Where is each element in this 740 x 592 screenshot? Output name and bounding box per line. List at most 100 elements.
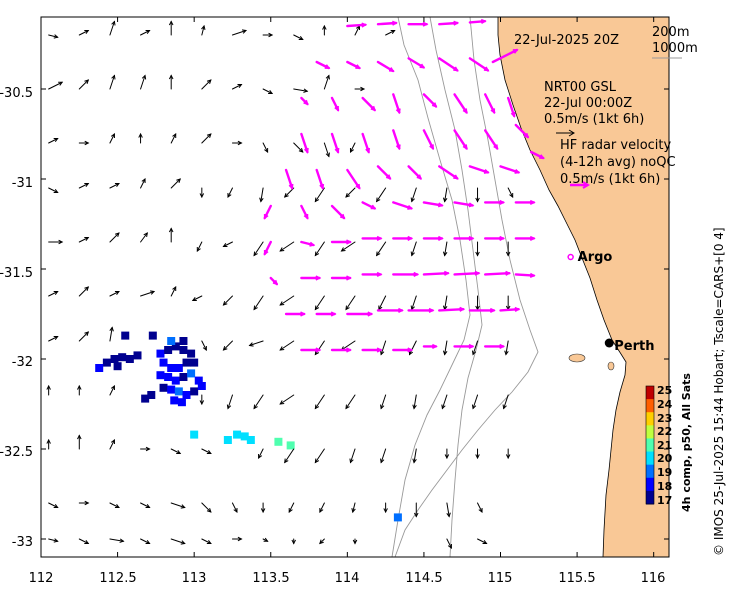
gsl-arrow bbox=[345, 295, 356, 311]
y-tick-label: -31 bbox=[12, 176, 33, 191]
hf-arrow bbox=[483, 270, 512, 276]
gsl-arrow bbox=[170, 178, 181, 189]
gsl-arrow bbox=[442, 340, 448, 356]
gsl-arrow bbox=[380, 448, 387, 464]
gsl-arrow bbox=[109, 133, 115, 144]
hf-arrow bbox=[284, 168, 294, 190]
gsl-arrow bbox=[170, 133, 177, 144]
gsl-arrow bbox=[283, 187, 295, 198]
gsl-arrow bbox=[314, 448, 325, 464]
sst-pixel bbox=[246, 436, 255, 444]
gsl-arrow bbox=[222, 295, 233, 306]
sst-pixel bbox=[182, 358, 191, 367]
gsl-arrow bbox=[253, 241, 264, 257]
colorbar-segment bbox=[646, 386, 654, 400]
gsl-arrow bbox=[109, 290, 120, 297]
x-tick-label: 112.5 bbox=[99, 571, 136, 586]
cbar-tick: 18 bbox=[657, 480, 672, 493]
axis-ticks bbox=[40, 17, 669, 557]
gsl-arrow bbox=[231, 502, 238, 513]
y-tick-label: -30.5 bbox=[0, 86, 33, 101]
hf-arrow bbox=[300, 240, 316, 247]
gsl-arrow bbox=[253, 295, 264, 311]
gsl-arrow bbox=[196, 241, 203, 252]
gsl-arrow bbox=[109, 326, 114, 342]
sst-pixel bbox=[171, 342, 180, 351]
hf-arrow bbox=[300, 96, 309, 106]
gsl-arrow bbox=[383, 502, 388, 514]
gsl-legend-time: 22-Jul 00:00Z bbox=[544, 96, 632, 111]
gsl-arrow bbox=[78, 29, 90, 36]
sst-pixel bbox=[177, 398, 186, 407]
gsl-arrow bbox=[201, 133, 212, 144]
hf-arrow bbox=[483, 93, 496, 115]
contour-shelf-edge bbox=[429, 16, 483, 558]
sst-pixel bbox=[274, 437, 283, 446]
gsl-arrow bbox=[340, 241, 356, 252]
gsl-arrow bbox=[48, 137, 59, 144]
hf-arrow bbox=[453, 235, 475, 241]
gsl-arrow bbox=[414, 502, 419, 518]
gsl-arrow bbox=[140, 290, 156, 297]
y-tick-label: -31.5 bbox=[0, 266, 33, 281]
gsl-arrow bbox=[446, 502, 451, 518]
sst-pixel bbox=[118, 353, 127, 362]
gsl-arrow bbox=[78, 331, 90, 342]
hf-arrow bbox=[284, 311, 306, 317]
gsl-arrow bbox=[138, 132, 143, 144]
sst-pixels bbox=[95, 331, 402, 522]
gsl-arrow bbox=[48, 290, 59, 297]
gsl-arrow bbox=[168, 227, 174, 243]
hf-arrow bbox=[468, 18, 487, 25]
hf-arrow bbox=[438, 57, 459, 72]
gsl-arrow bbox=[293, 34, 304, 41]
hf-arrow bbox=[315, 311, 337, 317]
gsl-arrow bbox=[168, 20, 174, 36]
sst-pixel bbox=[223, 436, 232, 444]
gsl-arrow bbox=[502, 394, 509, 410]
hf-arrow bbox=[422, 235, 444, 241]
cbar-tick: 17 bbox=[657, 494, 672, 507]
sst-pixel bbox=[286, 441, 295, 450]
y-tick-label: -33 bbox=[12, 535, 33, 550]
hf-arrow bbox=[514, 123, 530, 139]
sst-pixel bbox=[182, 391, 191, 399]
argo-float-marker bbox=[567, 253, 574, 261]
hf-arrow bbox=[407, 165, 422, 180]
gsl-arrow bbox=[410, 241, 417, 257]
hf-arrow bbox=[361, 235, 383, 241]
gsl-arrow bbox=[279, 394, 295, 405]
hf-arrow bbox=[468, 307, 496, 313]
gsl-arrow bbox=[314, 241, 325, 257]
gsl-arrow bbox=[279, 340, 295, 351]
cbar-tick: 20 bbox=[657, 452, 673, 465]
sst-pixel bbox=[164, 346, 173, 354]
gsl-arrow bbox=[248, 340, 264, 347]
gsl-arrow bbox=[376, 241, 387, 257]
x-tick-label: 116 bbox=[641, 571, 666, 586]
sst-pixel bbox=[170, 396, 179, 405]
gsl-arrow bbox=[199, 187, 205, 199]
colorbar-segment bbox=[646, 451, 654, 466]
gsl-arrow bbox=[260, 502, 266, 514]
gsl-arrow bbox=[231, 536, 243, 542]
colorbar-segment bbox=[646, 490, 654, 505]
gsl-arrow bbox=[380, 340, 387, 356]
hf-arrow bbox=[468, 165, 490, 174]
cbar-tick: 22 bbox=[657, 425, 672, 438]
x-tick-label: 115.5 bbox=[558, 571, 595, 586]
sst-pixel bbox=[190, 358, 199, 367]
gsl-arrow bbox=[201, 79, 212, 90]
sst-colorbar bbox=[645, 385, 655, 505]
sst-pixel bbox=[190, 430, 199, 439]
gsl-arrow bbox=[48, 502, 59, 509]
gsl-arrow bbox=[442, 187, 448, 203]
gsl-arrow bbox=[446, 538, 452, 549]
hf-arrow bbox=[330, 239, 352, 245]
cbar-tick: 19 bbox=[657, 466, 672, 479]
hf-arrow bbox=[483, 235, 506, 241]
sst-pixel bbox=[159, 383, 168, 392]
hf-arrow bbox=[263, 240, 272, 256]
gsl-arrow bbox=[352, 538, 358, 545]
